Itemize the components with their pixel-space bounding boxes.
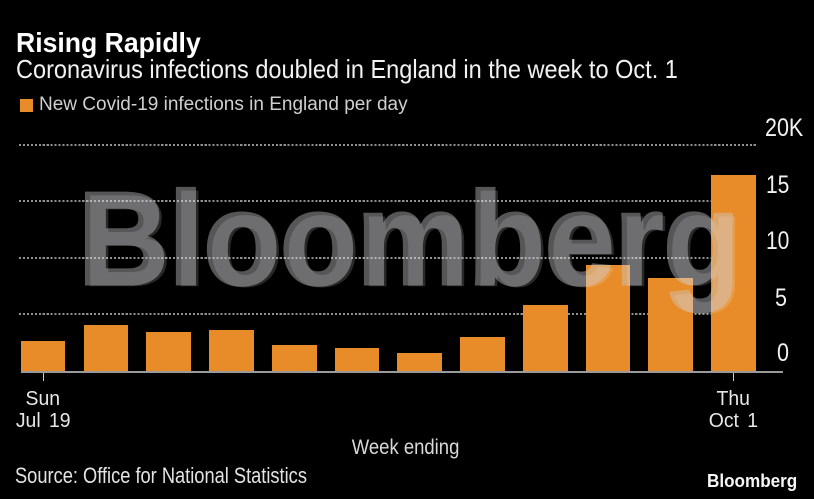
svg-text:Bloomberg: Bloomberg [78, 165, 740, 313]
svg-text:Bloomberg: Bloomberg [82, 167, 744, 315]
